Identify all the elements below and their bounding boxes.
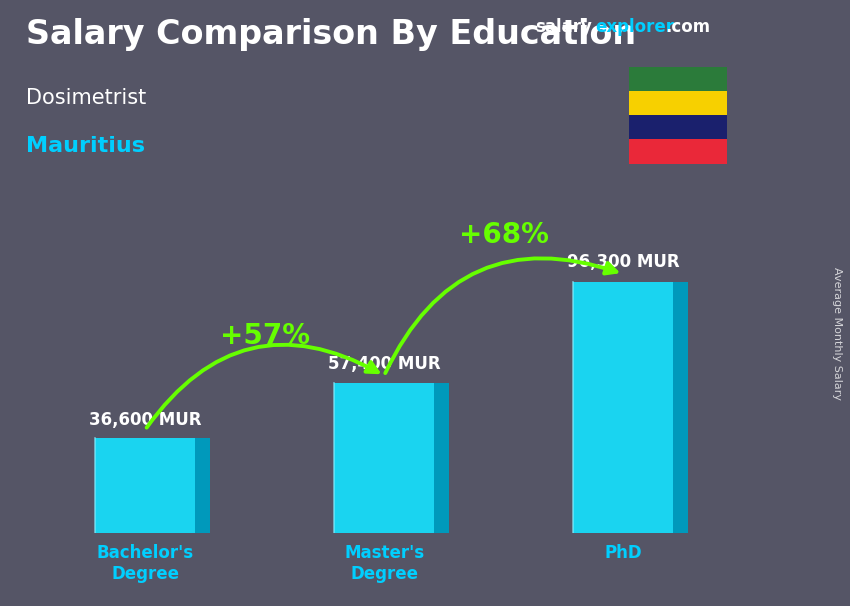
Text: 57,400 MUR: 57,400 MUR	[328, 355, 440, 373]
Text: Average Monthly Salary: Average Monthly Salary	[832, 267, 842, 400]
Polygon shape	[196, 438, 210, 533]
Bar	[573, 282, 673, 533]
Polygon shape	[673, 282, 688, 533]
Bar	[629, 91, 727, 115]
Bar	[95, 438, 196, 533]
Bar	[334, 384, 434, 533]
Text: 36,600 MUR: 36,600 MUR	[88, 411, 201, 428]
Text: .com: .com	[666, 18, 711, 36]
Text: +57%: +57%	[219, 322, 309, 350]
Text: explorer: explorer	[595, 18, 674, 36]
Polygon shape	[434, 384, 449, 533]
Text: Dosimetrist: Dosimetrist	[26, 88, 145, 108]
Bar	[629, 67, 727, 91]
Bar	[629, 139, 727, 164]
Text: Mauritius: Mauritius	[26, 136, 144, 156]
Bar	[629, 115, 727, 139]
Text: salary: salary	[536, 18, 592, 36]
Text: Salary Comparison By Education: Salary Comparison By Education	[26, 18, 636, 51]
Text: +68%: +68%	[459, 221, 548, 249]
Text: 96,300 MUR: 96,300 MUR	[567, 253, 679, 271]
